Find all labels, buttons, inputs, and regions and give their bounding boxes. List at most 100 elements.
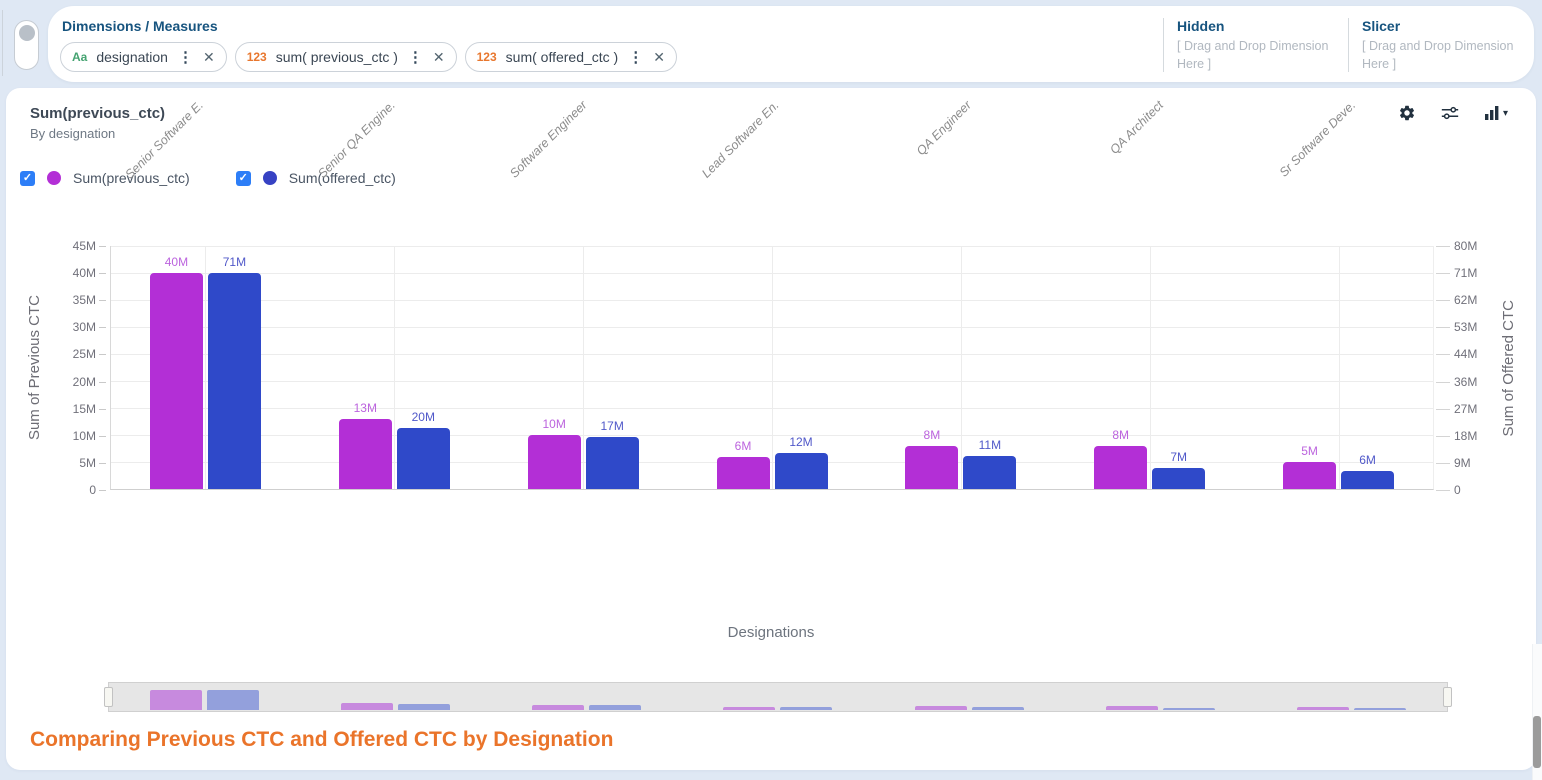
filter-sliders-icon[interactable] xyxy=(1440,104,1460,122)
bar-group: 10M 17M xyxy=(489,246,678,489)
gridline-vertical xyxy=(772,246,773,489)
bar-pair: 10M 17M xyxy=(489,246,678,489)
bar-value-label: 40M xyxy=(164,255,189,269)
slicer-zone-title: Slicer xyxy=(1362,18,1401,34)
chevron-down-icon: ▾ xyxy=(1502,107,1508,119)
dimensions-measures-title: Dimensions / Measures xyxy=(62,18,218,34)
bar-group: 13M 20M xyxy=(300,246,489,489)
field-pill-sum-previous-ctc-[interactable]: 123 sum( previous_ctc ) ⋮ ✕ xyxy=(234,42,457,72)
bar-value-label: 6M xyxy=(1359,452,1376,467)
bar-value-label: 8M xyxy=(923,427,941,442)
chart-type-icon[interactable]: ▾ xyxy=(1484,105,1508,121)
range-selector-bar xyxy=(1105,706,1158,710)
range-selector-group xyxy=(1256,683,1447,711)
vertical-scrollbar-thumb[interactable] xyxy=(1533,716,1541,768)
range-selector-group xyxy=(109,683,300,711)
chart-subtitle: By designation xyxy=(30,126,116,141)
panel-toggle-knob xyxy=(18,25,35,41)
bar-offered-ctc[interactable]: 20M xyxy=(396,410,450,489)
y-tick-right: 27M xyxy=(1435,401,1478,416)
range-selector-bar xyxy=(723,707,776,710)
x-category-label: QA Architect xyxy=(1107,98,1166,157)
y-tick-right: 9M xyxy=(1436,455,1471,470)
bar-pair: 6M 12M xyxy=(678,246,867,489)
bar-value-label: 10M xyxy=(542,417,566,431)
y-tick-right: 53M xyxy=(1435,320,1478,335)
vertical-scrollbar-track[interactable] xyxy=(1532,644,1542,780)
bar-previous-ctc[interactable]: 5M xyxy=(1283,444,1337,489)
field-pill-designation[interactable]: Aa designation ⋮ ✕ xyxy=(60,42,227,72)
range-selector-left-handle[interactable] xyxy=(104,687,113,707)
y-tick-right: 80M xyxy=(1435,239,1478,253)
legend-series-dot xyxy=(262,171,277,185)
field-pill-sum-offered-ctc-[interactable]: 123 sum( offered_ctc ) ⋮ ✕ xyxy=(464,42,677,72)
bar-previous-ctc[interactable]: 8M xyxy=(905,428,959,489)
x-axis-title: Designations xyxy=(727,624,815,641)
range-selector-group xyxy=(1065,683,1256,711)
hidden-zone-title: Hidden xyxy=(1177,18,1225,34)
chart-title: Sum(previous_ctc) xyxy=(30,105,166,122)
legend-checkbox[interactable]: ✓ xyxy=(235,170,251,186)
bar-group: 6M 12M xyxy=(678,246,867,489)
panel-toggle[interactable] xyxy=(14,20,39,70)
bar-offered-ctc[interactable]: 12M xyxy=(774,435,828,489)
kebab-menu-icon[interactable]: ⋮ xyxy=(628,48,644,66)
range-selector-bar xyxy=(398,704,451,710)
field-pill-label: sum( previous_ctc ) xyxy=(275,49,398,65)
range-selector-strip[interactable] xyxy=(104,682,1452,712)
bar-value-label: 8M xyxy=(1112,427,1130,442)
range-selector-bar xyxy=(341,703,394,710)
bar-value-label: 7M xyxy=(1170,449,1188,464)
bar-previous-ctc[interactable]: 13M xyxy=(338,401,392,489)
field-pill-label: designation xyxy=(96,49,168,65)
legend-checkbox[interactable]: ✓ xyxy=(20,170,35,186)
bar-previous-ctc[interactable]: 40M xyxy=(149,255,203,489)
remove-field-icon[interactable]: ✕ xyxy=(202,49,215,65)
kebab-menu-icon[interactable]: ⋮ xyxy=(177,48,193,66)
bar-pair: 8M 11M xyxy=(866,246,1055,489)
range-selector-bars xyxy=(682,683,873,710)
bar-previous-ctc[interactable]: 6M xyxy=(716,439,770,489)
settings-icon[interactable] xyxy=(1398,104,1416,122)
gridline-vertical xyxy=(960,246,962,489)
chart-toolbar-icons: ▾ xyxy=(1398,104,1508,122)
gridline-vertical xyxy=(1149,246,1151,489)
y-axis-right-title: Sum of Offered CTC xyxy=(1499,299,1517,437)
y-tick-right: 36M xyxy=(1435,374,1478,389)
bar-value-label: 6M xyxy=(734,438,752,453)
x-category-label: Lead Software En. xyxy=(699,98,782,181)
chart-caption: Comparing Previous CTC and Offered CTC b… xyxy=(30,728,614,751)
bar-group: 5M 6M xyxy=(1244,246,1433,489)
bar-offered-ctc[interactable]: 71M xyxy=(207,255,261,489)
range-selector-right-handle[interactable] xyxy=(1443,687,1452,707)
bar-value-label: 13M xyxy=(353,400,377,415)
bar-offered-ctc[interactable]: 6M xyxy=(1341,453,1395,489)
remove-field-icon[interactable]: ✕ xyxy=(653,49,665,65)
range-selector-bars xyxy=(300,683,491,710)
range-selector-bar xyxy=(914,706,967,710)
bar-value-label: 11M xyxy=(978,437,1002,452)
fields-toolbar: Dimensions / Measures Aa designation ⋮ ✕ 123… xyxy=(48,6,1534,82)
bar-offered-ctc[interactable]: 11M xyxy=(963,438,1017,489)
chart-panel: Sum(previous_ctc) By designation ▾ ✓ Sum(… xyxy=(6,88,1536,770)
range-selector-bar xyxy=(1296,707,1349,710)
range-selector-bar xyxy=(1162,708,1215,710)
y-axis-left-title: Sum of Previous CTC xyxy=(25,295,43,441)
x-category-label: QA Engineer xyxy=(913,98,974,159)
range-selector-bar xyxy=(207,690,260,710)
kebab-menu-icon[interactable]: ⋮ xyxy=(407,48,423,66)
bar-offered-ctc[interactable]: 17M xyxy=(585,419,639,489)
bar-previous-ctc[interactable]: 8M xyxy=(1094,428,1148,489)
y-tick-right: 62M xyxy=(1435,293,1478,308)
bar-offered-ctc[interactable]: 7M xyxy=(1152,450,1206,489)
remove-field-icon[interactable]: ✕ xyxy=(432,49,445,65)
bar-previous-ctc[interactable]: 10M xyxy=(527,417,581,489)
measure-type-icon: 123 xyxy=(476,50,497,64)
y-tick-left: 10M xyxy=(72,428,107,443)
bar-pair: 40M 71M xyxy=(111,246,300,489)
hidden-drop-zone[interactable]: Hidden [ Drag and Drop Dimension Here ] xyxy=(1163,18,1345,72)
y-tick-left: 35M xyxy=(72,293,107,308)
slicer-drop-zone[interactable]: Slicer [ Drag and Drop Dimension Here ] xyxy=(1348,18,1518,72)
measure-type-icon: 123 xyxy=(246,50,267,64)
